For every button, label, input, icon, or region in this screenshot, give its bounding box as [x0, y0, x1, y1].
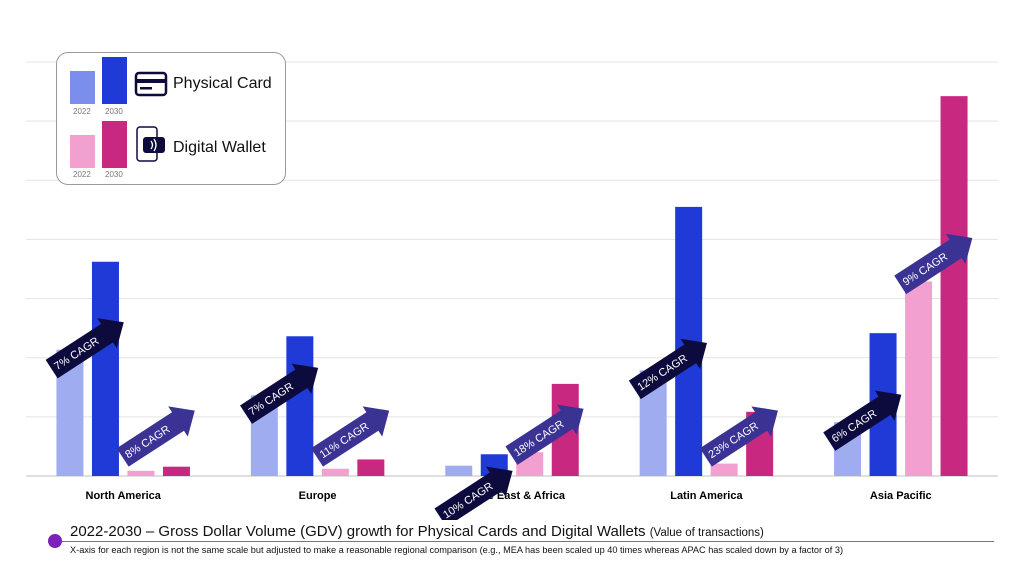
cagr-arrow-6: 12% CAGR: [628, 338, 707, 400]
x-tick-label: Latin America: [670, 490, 743, 502]
legend-physical-2022-swatch: [70, 71, 95, 104]
chart-caption: 2022-2030 – Gross Dollar Volume (GDV) gr…: [70, 523, 764, 540]
legend-year-2022: 2022: [73, 107, 91, 116]
chart-caption-suffix: (Value of transactions): [649, 527, 764, 539]
x-tick-label: Asia Pacific: [870, 490, 932, 502]
legend-year-2022-wallet: 2022: [73, 170, 91, 179]
bar-asia-pacific-3: [940, 96, 968, 476]
footer-bullet: [48, 534, 62, 548]
cagr-arrow-shape: [894, 233, 973, 295]
legend-digital-wallet-label: Digital Wallet: [173, 139, 266, 156]
cagr-arrow-5: 18% CAGR: [505, 404, 584, 465]
bar-europe-2: [321, 468, 349, 476]
mobile-wallet-icon: [136, 126, 165, 162]
footer-divider: [62, 541, 994, 542]
x-tick-label: Europe: [299, 490, 337, 502]
legend-year-2030: 2030: [105, 107, 123, 116]
cagr-arrow-shape: [434, 466, 513, 520]
cagr-arrow-shape: [45, 318, 124, 379]
bar-europe-3: [357, 459, 385, 476]
cagr-arrow-7: 23% CAGR: [699, 406, 778, 467]
legend-wallet-2030-swatch: [102, 121, 127, 168]
cagr-arrow-8: 6% CAGR: [823, 390, 902, 451]
bar-north-america-1: [91, 261, 119, 476]
footer-note: X-axis for each region is not the same s…: [70, 545, 844, 555]
chart-caption-text: 2022-2030 – Gross Dollar Volume (GDV) gr…: [70, 523, 646, 540]
bar-north-america-2: [127, 470, 155, 476]
cagr-arrow-0: 7% CAGR: [45, 318, 124, 379]
cagr-arrow-3: 11% CAGR: [311, 406, 390, 467]
cagr-arrow-shape: [116, 406, 195, 467]
cagr-arrow-shape: [240, 363, 319, 424]
legend-wallet-2022-swatch: [70, 135, 95, 168]
bar-north-america-3: [162, 466, 190, 476]
cagr-arrow-1: 8% CAGR: [116, 406, 195, 467]
legend-year-2030-wallet: 2030: [105, 170, 123, 179]
bar-middle-east-africa-0: [445, 465, 473, 476]
cagr-arrow-2: 7% CAGR: [240, 363, 319, 424]
cagr-arrow-4: 10% CAGR: [434, 466, 513, 520]
legend-physical-card-label: Physical Card: [173, 75, 272, 92]
legend-physical-2030-swatch: [102, 57, 127, 104]
cagr-arrow-shape: [505, 404, 584, 465]
cagr-arrow-shape: [628, 338, 707, 400]
chart-legend: 2022 2030 Physical Card 2022 2030 Digita…: [56, 52, 286, 185]
bar-europe-1: [286, 336, 314, 476]
cagr-arrow-shape: [311, 406, 390, 467]
x-tick-label: North America: [86, 490, 162, 502]
cagr-arrow-9: 9% CAGR: [894, 233, 973, 295]
cagr-arrow-shape: [823, 390, 902, 451]
cagr-arrow-shape: [699, 406, 778, 467]
bar-asia-pacific-2: [905, 281, 933, 476]
bar-latin-america-2: [710, 463, 738, 476]
credit-card-icon: [134, 71, 168, 97]
